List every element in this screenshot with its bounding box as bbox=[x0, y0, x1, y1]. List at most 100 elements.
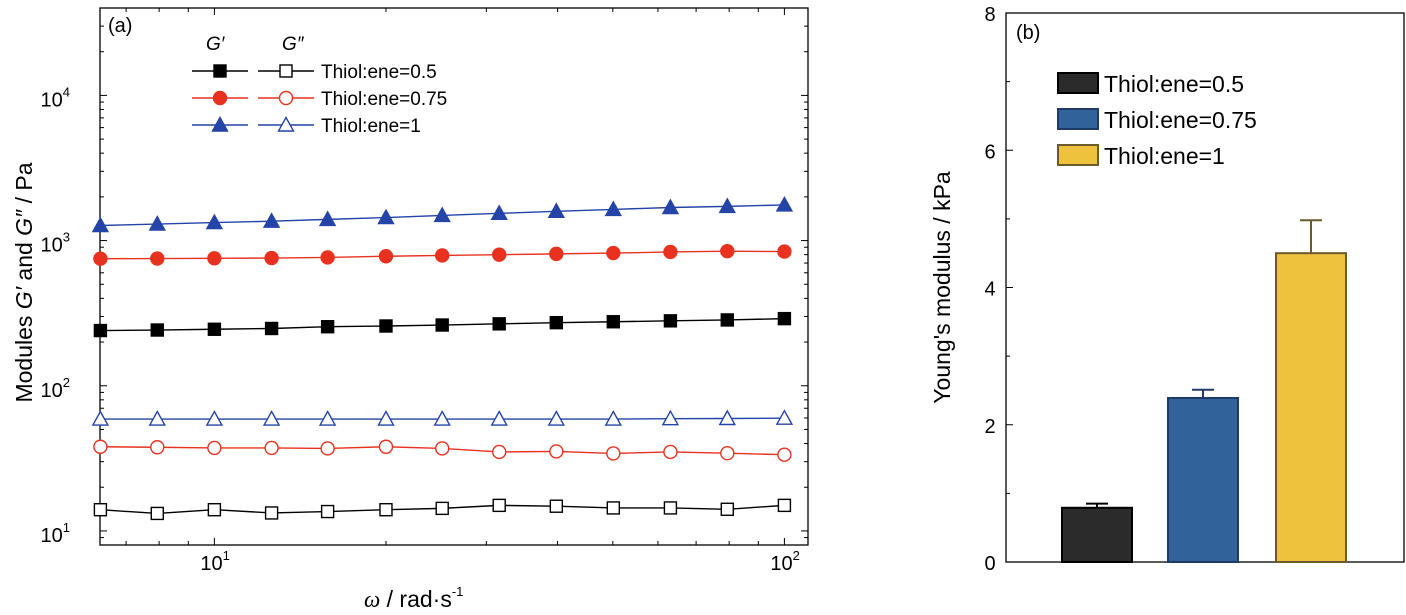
series-gdoubleprime-1 bbox=[93, 439, 792, 462]
legend-entry-label: Thiol:ene=1 bbox=[1104, 143, 1225, 169]
data-point bbox=[435, 501, 449, 516]
y-tick-base: 10 bbox=[41, 380, 63, 402]
x-tick-label: 102 bbox=[770, 548, 799, 575]
bar bbox=[1167, 396, 1239, 563]
data-point bbox=[549, 315, 564, 330]
data-point bbox=[549, 444, 564, 459]
data-point bbox=[606, 446, 621, 461]
data-point bbox=[320, 320, 335, 334]
legend-entry-label: Thiol:ene=0.75 bbox=[321, 89, 447, 110]
y-tick-exp: 3 bbox=[63, 230, 70, 245]
data-point bbox=[604, 410, 622, 426]
data-point bbox=[377, 208, 395, 225]
data-point bbox=[205, 213, 224, 230]
y-tick-label: 102 bbox=[41, 375, 70, 402]
bar-group bbox=[1061, 502, 1133, 564]
y-tick-label: 4 bbox=[984, 279, 995, 301]
x-tick-base: 10 bbox=[200, 553, 222, 575]
x-tick-exp: 1 bbox=[223, 548, 230, 563]
legend-entry-label: Thiol:ene=0.5 bbox=[1104, 71, 1244, 97]
y-tick-exp: 4 bbox=[63, 84, 70, 99]
data-point bbox=[606, 315, 621, 329]
data-point bbox=[378, 439, 394, 454]
data-point bbox=[433, 206, 451, 223]
data-point bbox=[150, 323, 164, 337]
data-point bbox=[262, 212, 281, 228]
data-point bbox=[377, 410, 395, 426]
y-tick-label: 0 bbox=[984, 553, 995, 575]
data-point bbox=[492, 444, 507, 460]
data-point bbox=[547, 410, 566, 426]
x-label-part: ω bbox=[364, 587, 380, 612]
x-label-part: / rad·s bbox=[380, 586, 452, 612]
data-point bbox=[207, 251, 222, 266]
data-point bbox=[264, 250, 279, 266]
plot-frame-a bbox=[99, 7, 809, 546]
data-point bbox=[720, 243, 735, 259]
y-tick-base: 10 bbox=[41, 525, 63, 547]
data-point bbox=[320, 441, 335, 456]
data-point bbox=[433, 410, 451, 426]
y-tick-label: 104 bbox=[41, 84, 70, 111]
data-point bbox=[777, 244, 792, 259]
data-point bbox=[490, 204, 508, 221]
data-point bbox=[264, 440, 279, 456]
y-tick-exp: 2 bbox=[63, 375, 70, 390]
panel-label-a: (a) bbox=[108, 15, 132, 37]
panel-b: 0 2 4 6 8 Young's modulus / kPa (b) Thiol:ene=0… bbox=[929, 4, 1405, 575]
data-point bbox=[604, 200, 622, 217]
y-tick-base: 10 bbox=[41, 89, 63, 111]
data-point bbox=[606, 501, 621, 515]
data-point bbox=[720, 446, 735, 461]
data-point bbox=[379, 503, 393, 517]
data-point bbox=[91, 410, 110, 426]
legend-marker bbox=[213, 64, 227, 78]
series-gdoubleprime-2 bbox=[91, 409, 794, 426]
data-point bbox=[379, 319, 393, 333]
data-point bbox=[93, 439, 108, 454]
series-gprime-2 bbox=[91, 195, 794, 233]
data-point bbox=[777, 311, 792, 326]
data-point bbox=[150, 506, 164, 521]
data-point bbox=[93, 323, 108, 338]
data-point bbox=[205, 410, 224, 426]
x-axis-label-a: ω / rad·s-1 bbox=[364, 584, 463, 612]
data-point bbox=[718, 409, 736, 426]
data-point bbox=[378, 249, 394, 264]
data-point bbox=[435, 318, 449, 332]
legend-header-gprime: G′ bbox=[206, 34, 226, 55]
data-point bbox=[661, 198, 680, 215]
data-point bbox=[435, 248, 450, 263]
y-tick-label: 103 bbox=[41, 230, 70, 257]
data-point bbox=[661, 409, 680, 426]
data-point bbox=[720, 502, 735, 516]
data-point bbox=[435, 441, 450, 456]
y-label-part: Modules bbox=[11, 309, 37, 402]
data-point bbox=[262, 410, 281, 426]
y-tick-base: 10 bbox=[41, 235, 63, 257]
data-point bbox=[606, 245, 621, 261]
data-point bbox=[150, 251, 165, 266]
data-point bbox=[148, 215, 166, 231]
data-point bbox=[490, 410, 508, 426]
data-point bbox=[207, 503, 222, 517]
data-point bbox=[93, 251, 108, 266]
bar-group bbox=[1275, 219, 1347, 563]
data-point bbox=[318, 410, 337, 426]
y-tick-label: 101 bbox=[41, 520, 70, 547]
data-point bbox=[207, 440, 222, 456]
legend-marker bbox=[278, 90, 294, 106]
y-label-part: and bbox=[11, 236, 37, 287]
data-point bbox=[93, 503, 108, 517]
data-point bbox=[492, 247, 507, 262]
series-gdoubleprime-0 bbox=[93, 498, 792, 521]
data-point bbox=[264, 321, 279, 336]
legend-marker bbox=[212, 90, 228, 106]
data-point bbox=[318, 210, 337, 227]
data-point bbox=[720, 313, 735, 327]
data-point bbox=[264, 506, 279, 520]
legend-header-gdoubleprime: G″ bbox=[282, 34, 305, 55]
data-point bbox=[777, 447, 792, 462]
